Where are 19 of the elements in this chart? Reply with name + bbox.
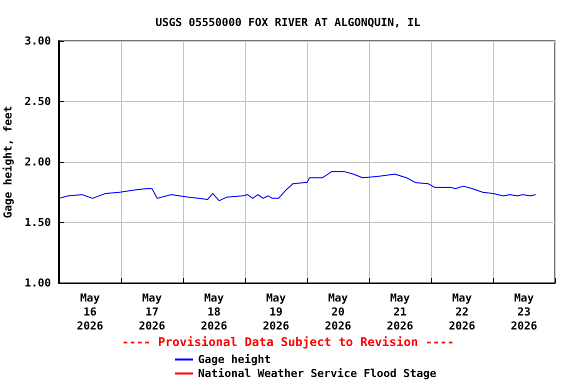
x-tick-label: May 17 2026 xyxy=(138,292,166,332)
x-tick-label: May 18 2026 xyxy=(200,292,228,332)
line-series xyxy=(58,171,536,202)
x-tick-label: May 21 2026 xyxy=(386,292,414,332)
chart-title: USGS 05550000 FOX RIVER AT ALGONQUIN, IL xyxy=(156,16,421,29)
y-tick-label: 1.50 xyxy=(24,216,51,229)
x-tick-label: May 22 2026 xyxy=(448,292,476,332)
legend-label: National Weather Service Flood Stage xyxy=(198,367,437,380)
y-tick-label: 3.00 xyxy=(24,34,51,48)
x-tick-label: May 23 2026 xyxy=(510,292,538,332)
x-tick-label: May 16 2026 xyxy=(76,292,104,332)
legend-label: Gage height xyxy=(198,353,271,366)
x-tick-label: May 20 2026 xyxy=(324,292,352,332)
y-axis-title: Gage height, feet xyxy=(2,106,15,218)
x-tick-label: May 19 2026 xyxy=(262,292,290,332)
y-tick-label: 2.50 xyxy=(24,95,51,108)
y-tick-label: 1.00 xyxy=(24,276,51,290)
text: ---- Provisional Data Subject to Revision ---- xyxy=(122,335,454,349)
y-tick-label: 2.00 xyxy=(24,156,51,168)
